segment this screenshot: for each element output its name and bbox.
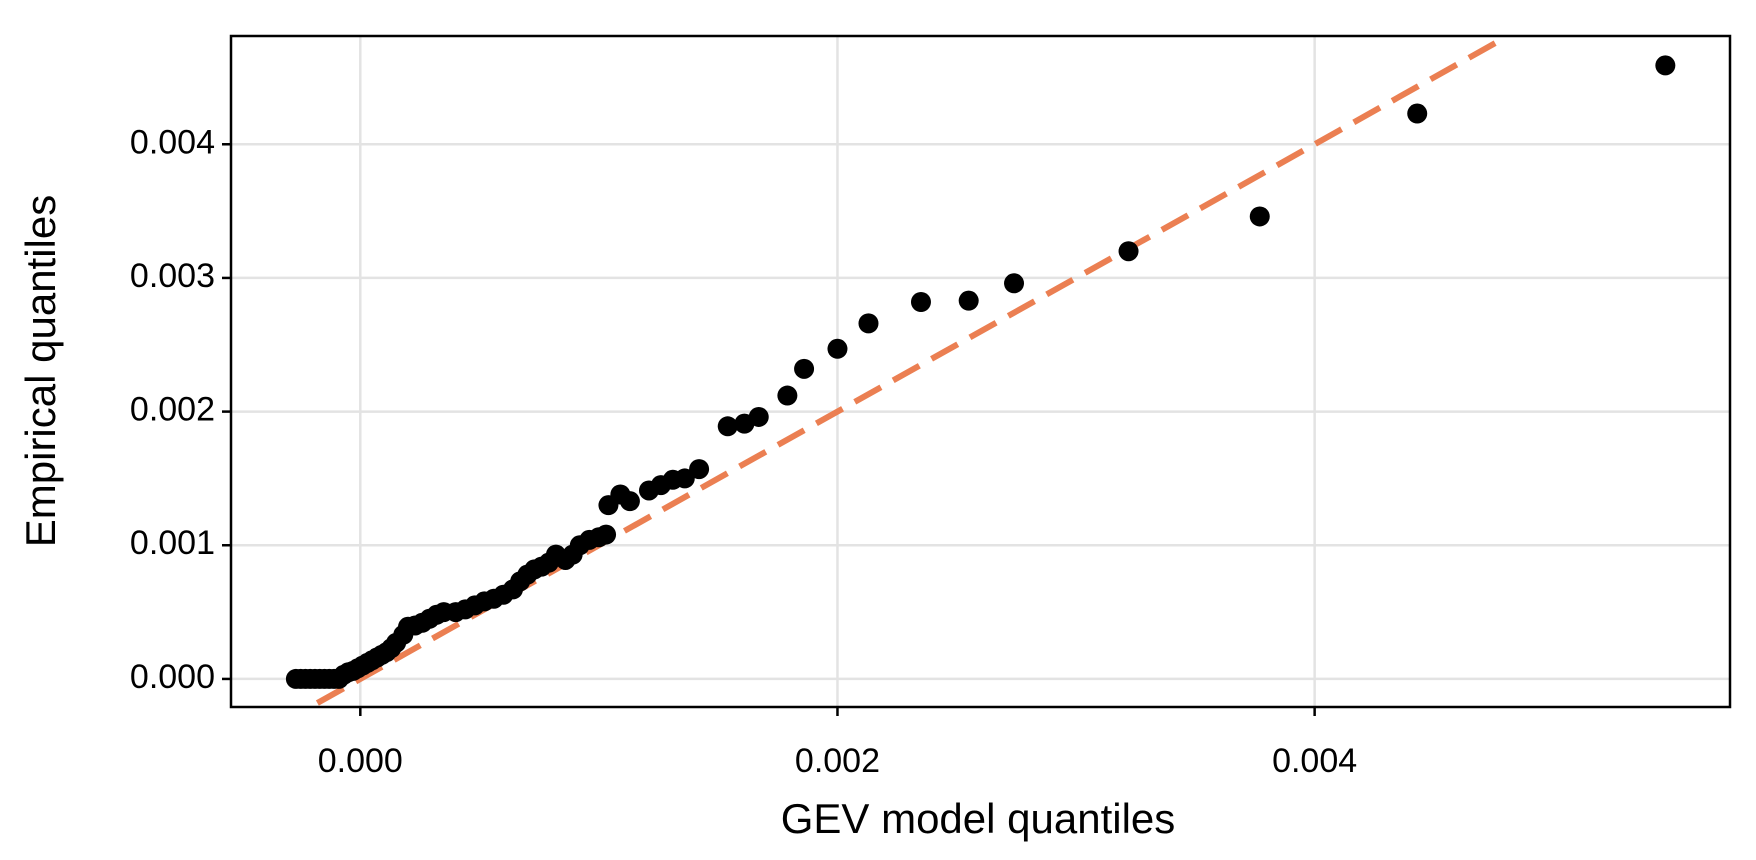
- point: [689, 459, 710, 480]
- point: [777, 385, 798, 406]
- point: [619, 491, 640, 512]
- point: [958, 290, 979, 311]
- x-tick-label: 0.000: [318, 742, 403, 780]
- x-tick-label: 0.002: [795, 742, 880, 780]
- grid: [231, 36, 1730, 707]
- point: [858, 313, 879, 334]
- y-axis-label: Empirical quantiles: [17, 195, 64, 548]
- point: [596, 524, 617, 545]
- point: [1249, 206, 1270, 227]
- x-tick-label: 0.004: [1272, 742, 1357, 780]
- point: [1118, 241, 1139, 262]
- x-axis-label: GEV model quantiles: [781, 795, 1176, 842]
- y-tick-label: 0.004: [130, 123, 215, 161]
- point: [674, 468, 695, 489]
- y-tick-label: 0.001: [130, 524, 215, 562]
- point: [1655, 55, 1676, 76]
- point: [717, 416, 738, 437]
- point: [794, 358, 815, 379]
- y-tick-label: 0.003: [130, 257, 215, 295]
- point: [1004, 273, 1025, 294]
- point: [910, 291, 931, 312]
- axes-frame: [229, 34, 1732, 709]
- plot-area: [285, 36, 1676, 706]
- point: [1407, 103, 1428, 124]
- point: [748, 406, 769, 427]
- y-tick-label: 0.000: [130, 658, 215, 696]
- point: [827, 338, 848, 359]
- y-tick-label: 0.002: [130, 391, 215, 429]
